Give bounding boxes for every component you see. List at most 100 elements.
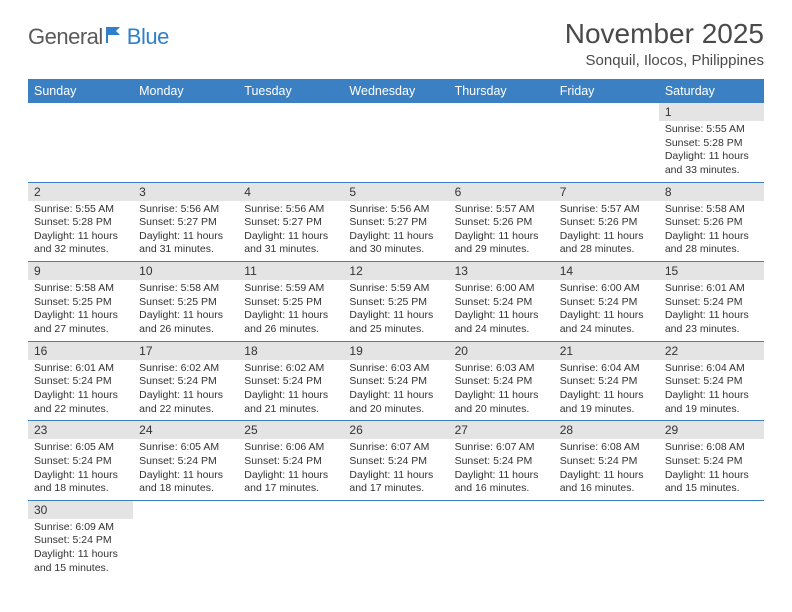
day-details: Sunrise: 5:59 AMSunset: 5:25 PMDaylight:… xyxy=(238,280,343,341)
calendar-day-cell: 15Sunrise: 6:01 AMSunset: 5:24 PMDayligh… xyxy=(659,262,764,342)
calendar-empty-cell xyxy=(343,103,448,182)
calendar-empty-cell xyxy=(449,500,554,579)
day-details: Sunrise: 6:00 AMSunset: 5:24 PMDaylight:… xyxy=(554,280,659,341)
calendar-day-cell: 13Sunrise: 6:00 AMSunset: 5:24 PMDayligh… xyxy=(449,262,554,342)
day-details: Sunrise: 5:56 AMSunset: 5:27 PMDaylight:… xyxy=(133,201,238,262)
calendar-row: 1Sunrise: 5:55 AMSunset: 5:28 PMDaylight… xyxy=(28,103,764,182)
day-number: 24 xyxy=(133,421,238,439)
day-details: Sunrise: 6:02 AMSunset: 5:24 PMDaylight:… xyxy=(133,360,238,421)
day-number: 18 xyxy=(238,342,343,360)
day-details: Sunrise: 5:57 AMSunset: 5:26 PMDaylight:… xyxy=(449,201,554,262)
calendar-row: 2Sunrise: 5:55 AMSunset: 5:28 PMDaylight… xyxy=(28,182,764,262)
day-number: 29 xyxy=(659,421,764,439)
day-number: 1 xyxy=(659,103,764,121)
calendar-empty-cell xyxy=(28,103,133,182)
calendar-row: 9Sunrise: 5:58 AMSunset: 5:25 PMDaylight… xyxy=(28,262,764,342)
day-details: Sunrise: 5:55 AMSunset: 5:28 PMDaylight:… xyxy=(659,121,764,182)
page-title: November 2025 xyxy=(565,18,764,50)
day-number: 7 xyxy=(554,183,659,201)
day-details: Sunrise: 5:56 AMSunset: 5:27 PMDaylight:… xyxy=(238,201,343,262)
calendar-empty-cell xyxy=(133,103,238,182)
day-details: Sunrise: 6:02 AMSunset: 5:24 PMDaylight:… xyxy=(238,360,343,421)
calendar-day-cell: 28Sunrise: 6:08 AMSunset: 5:24 PMDayligh… xyxy=(554,421,659,501)
weekday-header: Friday xyxy=(554,79,659,103)
calendar-day-cell: 1Sunrise: 5:55 AMSunset: 5:28 PMDaylight… xyxy=(659,103,764,182)
day-number: 15 xyxy=(659,262,764,280)
day-number: 30 xyxy=(28,501,133,519)
calendar-day-cell: 21Sunrise: 6:04 AMSunset: 5:24 PMDayligh… xyxy=(554,341,659,421)
day-details: Sunrise: 5:58 AMSunset: 5:25 PMDaylight:… xyxy=(133,280,238,341)
weekday-header: Tuesday xyxy=(238,79,343,103)
calendar-day-cell: 5Sunrise: 5:56 AMSunset: 5:27 PMDaylight… xyxy=(343,182,448,262)
calendar-day-cell: 19Sunrise: 6:03 AMSunset: 5:24 PMDayligh… xyxy=(343,341,448,421)
day-details: Sunrise: 6:04 AMSunset: 5:24 PMDaylight:… xyxy=(554,360,659,421)
logo-text-2: Blue xyxy=(127,24,169,50)
calendar-body: 1Sunrise: 5:55 AMSunset: 5:28 PMDaylight… xyxy=(28,103,764,579)
calendar-day-cell: 11Sunrise: 5:59 AMSunset: 5:25 PMDayligh… xyxy=(238,262,343,342)
logo-text-1: General xyxy=(28,24,103,50)
day-details: Sunrise: 6:01 AMSunset: 5:24 PMDaylight:… xyxy=(659,280,764,341)
day-details: Sunrise: 6:07 AMSunset: 5:24 PMDaylight:… xyxy=(343,439,448,500)
calendar-day-cell: 17Sunrise: 6:02 AMSunset: 5:24 PMDayligh… xyxy=(133,341,238,421)
calendar-empty-cell xyxy=(659,500,764,579)
day-details: Sunrise: 6:01 AMSunset: 5:24 PMDaylight:… xyxy=(28,360,133,421)
weekday-header: Saturday xyxy=(659,79,764,103)
day-number: 19 xyxy=(343,342,448,360)
calendar-empty-cell xyxy=(133,500,238,579)
day-details: Sunrise: 6:09 AMSunset: 5:24 PMDaylight:… xyxy=(28,519,133,580)
page-header: General Blue November 2025 Sonquil, Iloc… xyxy=(28,18,764,69)
calendar-day-cell: 10Sunrise: 5:58 AMSunset: 5:25 PMDayligh… xyxy=(133,262,238,342)
calendar-day-cell: 20Sunrise: 6:03 AMSunset: 5:24 PMDayligh… xyxy=(449,341,554,421)
day-number: 11 xyxy=(238,262,343,280)
weekday-header-row: SundayMondayTuesdayWednesdayThursdayFrid… xyxy=(28,79,764,103)
logo: General Blue xyxy=(28,24,169,50)
calendar-day-cell: 2Sunrise: 5:55 AMSunset: 5:28 PMDaylight… xyxy=(28,182,133,262)
day-number: 8 xyxy=(659,183,764,201)
weekday-header: Thursday xyxy=(449,79,554,103)
calendar-row: 30Sunrise: 6:09 AMSunset: 5:24 PMDayligh… xyxy=(28,500,764,579)
day-number: 12 xyxy=(343,262,448,280)
calendar-empty-cell xyxy=(449,103,554,182)
day-number: 13 xyxy=(449,262,554,280)
flag-icon xyxy=(105,26,125,49)
day-details: Sunrise: 6:00 AMSunset: 5:24 PMDaylight:… xyxy=(449,280,554,341)
day-number: 17 xyxy=(133,342,238,360)
day-details: Sunrise: 5:58 AMSunset: 5:26 PMDaylight:… xyxy=(659,201,764,262)
calendar-day-cell: 4Sunrise: 5:56 AMSunset: 5:27 PMDaylight… xyxy=(238,182,343,262)
day-number: 5 xyxy=(343,183,448,201)
day-number: 23 xyxy=(28,421,133,439)
weekday-header: Monday xyxy=(133,79,238,103)
calendar-day-cell: 9Sunrise: 5:58 AMSunset: 5:25 PMDaylight… xyxy=(28,262,133,342)
calendar-day-cell: 3Sunrise: 5:56 AMSunset: 5:27 PMDaylight… xyxy=(133,182,238,262)
day-details: Sunrise: 5:57 AMSunset: 5:26 PMDaylight:… xyxy=(554,201,659,262)
day-number: 6 xyxy=(449,183,554,201)
calendar-row: 16Sunrise: 6:01 AMSunset: 5:24 PMDayligh… xyxy=(28,341,764,421)
day-number: 16 xyxy=(28,342,133,360)
calendar-day-cell: 12Sunrise: 5:59 AMSunset: 5:25 PMDayligh… xyxy=(343,262,448,342)
day-details: Sunrise: 6:03 AMSunset: 5:24 PMDaylight:… xyxy=(343,360,448,421)
day-details: Sunrise: 5:58 AMSunset: 5:25 PMDaylight:… xyxy=(28,280,133,341)
day-details: Sunrise: 6:07 AMSunset: 5:24 PMDaylight:… xyxy=(449,439,554,500)
day-number: 14 xyxy=(554,262,659,280)
calendar-day-cell: 16Sunrise: 6:01 AMSunset: 5:24 PMDayligh… xyxy=(28,341,133,421)
day-details: Sunrise: 5:55 AMSunset: 5:28 PMDaylight:… xyxy=(28,201,133,262)
calendar-day-cell: 8Sunrise: 5:58 AMSunset: 5:26 PMDaylight… xyxy=(659,182,764,262)
day-number: 20 xyxy=(449,342,554,360)
calendar-day-cell: 27Sunrise: 6:07 AMSunset: 5:24 PMDayligh… xyxy=(449,421,554,501)
weekday-header: Wednesday xyxy=(343,79,448,103)
calendar-empty-cell xyxy=(554,500,659,579)
day-number: 9 xyxy=(28,262,133,280)
calendar-day-cell: 14Sunrise: 6:00 AMSunset: 5:24 PMDayligh… xyxy=(554,262,659,342)
calendar-day-cell: 30Sunrise: 6:09 AMSunset: 5:24 PMDayligh… xyxy=(28,500,133,579)
calendar-day-cell: 24Sunrise: 6:05 AMSunset: 5:24 PMDayligh… xyxy=(133,421,238,501)
calendar-day-cell: 29Sunrise: 6:08 AMSunset: 5:24 PMDayligh… xyxy=(659,421,764,501)
calendar-empty-cell xyxy=(554,103,659,182)
day-details: Sunrise: 5:56 AMSunset: 5:27 PMDaylight:… xyxy=(343,201,448,262)
day-number: 3 xyxy=(133,183,238,201)
calendar-page: General Blue November 2025 Sonquil, Iloc… xyxy=(0,0,792,597)
calendar-empty-cell xyxy=(238,103,343,182)
calendar-day-cell: 7Sunrise: 5:57 AMSunset: 5:26 PMDaylight… xyxy=(554,182,659,262)
calendar-empty-cell xyxy=(343,500,448,579)
calendar-table: SundayMondayTuesdayWednesdayThursdayFrid… xyxy=(28,79,764,579)
day-number: 27 xyxy=(449,421,554,439)
